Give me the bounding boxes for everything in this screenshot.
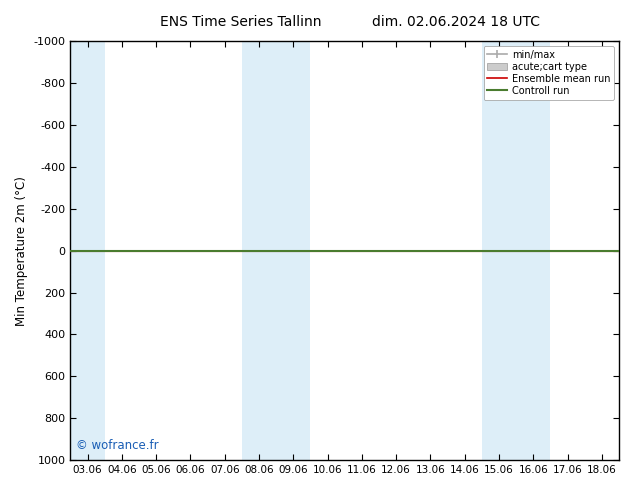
Text: dim. 02.06.2024 18 UTC: dim. 02.06.2024 18 UTC: [373, 15, 540, 29]
Y-axis label: Min Temperature 2m (°C): Min Temperature 2m (°C): [15, 175, 28, 325]
Bar: [482, 41, 550, 460]
Bar: [70, 41, 105, 460]
Text: © wofrance.fr: © wofrance.fr: [76, 439, 158, 452]
Legend: min/max, acute;cart type, Ensemble mean run, Controll run: min/max, acute;cart type, Ensemble mean …: [484, 46, 614, 99]
Text: ENS Time Series Tallinn: ENS Time Series Tallinn: [160, 15, 321, 29]
Bar: [242, 41, 311, 460]
